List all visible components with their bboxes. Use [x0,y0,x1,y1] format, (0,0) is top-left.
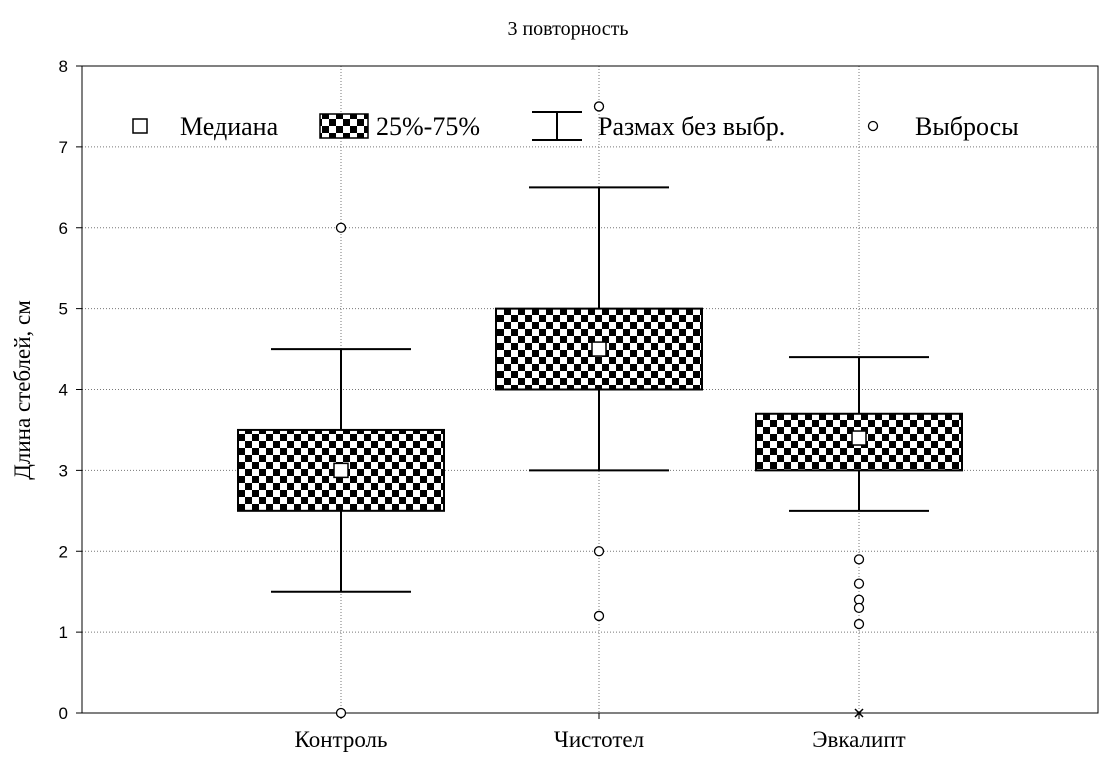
y-tick-label: 0 [59,704,68,723]
y-tick-label: 8 [59,57,68,76]
box-group [495,101,703,622]
y-tick-label: 1 [59,623,68,642]
extreme-point [854,708,864,718]
x-tick-label: Контроль [295,727,388,752]
outlier-point [335,222,347,233]
outlier-point [853,618,865,630]
outlier-point [593,610,605,622]
outlier-point [593,101,605,112]
outlier-point [335,707,347,719]
y-tick-label: 6 [59,219,68,238]
legend-median-label: Медиана [180,112,279,141]
legend-box-symbol [319,113,369,139]
median-marker [591,341,607,357]
outlier-point [853,602,865,614]
y-tick-label: 4 [59,381,68,400]
y-tick-label: 3 [59,461,68,480]
y-axis-label: Длина стеблей, см [10,300,35,480]
y-tick-label: 7 [59,138,68,157]
y-tick-label: 5 [59,300,68,319]
outlier-point [853,554,865,565]
median-marker [851,430,867,446]
boxes-layer [237,101,963,719]
y-tick-label: 2 [59,542,68,561]
legend-outlier-label: Выбросы [915,112,1019,141]
legend-median-symbol [132,118,148,134]
outlier-point [593,546,605,557]
outlier-point [853,578,865,589]
legend-box-label: 25%-75% [376,112,480,141]
x-tick-label: Эвкалипт [812,727,905,752]
chart-title: 3 повторность [507,18,628,40]
box-group [237,222,445,719]
box-group [755,356,963,718]
legend-outlier-symbol [867,120,879,132]
median-marker [333,462,349,479]
axes-layer: 0 1 2 3 4 5 6 7 8 Контроль Чистотел Эвкалипт [59,57,1099,752]
legend: Медиана 25%-75% Размах без выбр. Выбросы [132,111,1019,141]
x-tick-label: Чистотел [554,727,644,752]
plot-frame [81,65,1099,714]
legend-whisker-label: Размах без выбр. [598,112,785,141]
